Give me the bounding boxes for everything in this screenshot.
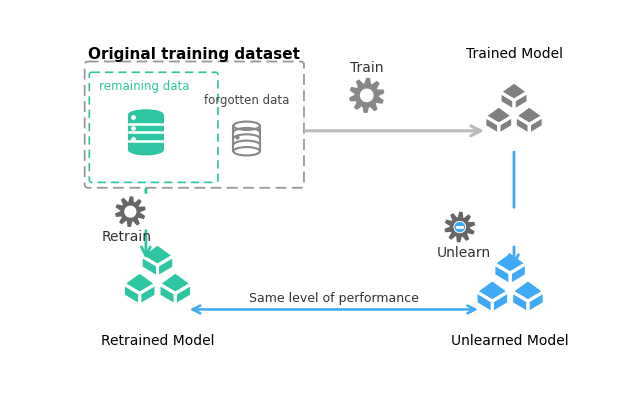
Polygon shape <box>124 272 156 293</box>
Polygon shape <box>175 284 191 305</box>
Polygon shape <box>528 291 544 313</box>
Polygon shape <box>476 291 492 313</box>
Polygon shape <box>360 89 373 102</box>
Text: Same level of performance: Same level of performance <box>249 292 419 305</box>
Polygon shape <box>125 206 136 217</box>
Polygon shape <box>141 256 157 277</box>
Polygon shape <box>116 197 145 226</box>
Polygon shape <box>454 222 465 232</box>
Polygon shape <box>454 222 465 232</box>
Text: forgotten data: forgotten data <box>204 94 289 107</box>
Polygon shape <box>500 82 528 100</box>
Text: Train: Train <box>350 62 383 75</box>
Polygon shape <box>511 291 528 313</box>
Text: Retrain: Retrain <box>102 230 152 244</box>
Polygon shape <box>455 222 465 231</box>
Polygon shape <box>499 116 513 135</box>
Polygon shape <box>494 252 527 273</box>
Ellipse shape <box>128 109 164 120</box>
Bar <box>128 115 164 150</box>
Polygon shape <box>515 106 543 124</box>
Ellipse shape <box>234 121 260 130</box>
Polygon shape <box>484 116 499 135</box>
Polygon shape <box>500 92 514 110</box>
Text: Unlearned Model: Unlearned Model <box>451 334 569 348</box>
Polygon shape <box>514 92 528 110</box>
Text: remaining data: remaining data <box>99 80 190 93</box>
Text: Retrained Model: Retrained Model <box>100 334 214 348</box>
Text: Unlearn: Unlearn <box>436 245 491 260</box>
Polygon shape <box>159 284 175 305</box>
Polygon shape <box>484 106 513 124</box>
Polygon shape <box>476 279 509 301</box>
Polygon shape <box>529 116 543 135</box>
Polygon shape <box>350 79 383 112</box>
Polygon shape <box>141 244 174 266</box>
Text: Original training dataset: Original training dataset <box>88 46 300 62</box>
Polygon shape <box>124 284 140 305</box>
Polygon shape <box>494 263 510 285</box>
Polygon shape <box>515 116 529 135</box>
Ellipse shape <box>234 147 260 156</box>
Polygon shape <box>159 272 191 293</box>
Ellipse shape <box>128 145 164 156</box>
FancyBboxPatch shape <box>90 72 218 182</box>
Polygon shape <box>445 212 474 242</box>
FancyBboxPatch shape <box>84 62 304 188</box>
Text: Trained Model: Trained Model <box>465 48 563 62</box>
Polygon shape <box>140 284 156 305</box>
Polygon shape <box>157 256 174 277</box>
Polygon shape <box>492 291 509 313</box>
Polygon shape <box>510 263 527 285</box>
Polygon shape <box>511 279 544 301</box>
